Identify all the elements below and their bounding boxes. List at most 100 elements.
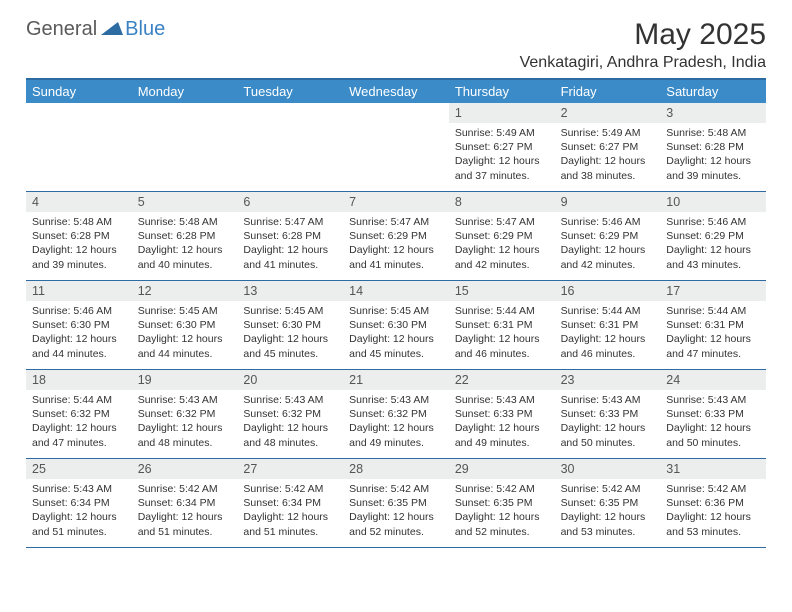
calendar-cell: 22Sunrise: 5:43 AMSunset: 6:33 PMDayligh… xyxy=(449,370,555,458)
weekday-label: Friday xyxy=(555,80,661,103)
calendar-cell: 6Sunrise: 5:47 AMSunset: 6:28 PMDaylight… xyxy=(237,192,343,280)
day-number: 12 xyxy=(132,281,238,301)
weekday-header: Sunday Monday Tuesday Wednesday Thursday… xyxy=(26,80,766,103)
weekday-label: Sunday xyxy=(26,80,132,103)
day-details: Sunrise: 5:42 AMSunset: 6:35 PMDaylight:… xyxy=(343,479,449,543)
day-number: 6 xyxy=(237,192,343,212)
title-block: May 2025 Venkatagiri, Andhra Pradesh, In… xyxy=(520,18,766,72)
day-details: Sunrise: 5:46 AMSunset: 6:29 PMDaylight:… xyxy=(555,212,661,276)
calendar-cell: 13Sunrise: 5:45 AMSunset: 6:30 PMDayligh… xyxy=(237,281,343,369)
weekday-label: Wednesday xyxy=(343,80,449,103)
day-details: Sunrise: 5:42 AMSunset: 6:34 PMDaylight:… xyxy=(132,479,238,543)
location-label: Venkatagiri, Andhra Pradesh, India xyxy=(520,54,766,72)
calendar-cell: 3Sunrise: 5:48 AMSunset: 6:28 PMDaylight… xyxy=(660,103,766,191)
day-details: Sunrise: 5:46 AMSunset: 6:29 PMDaylight:… xyxy=(660,212,766,276)
logo-word2: Blue xyxy=(125,18,165,41)
logo-triangle-icon xyxy=(101,19,123,40)
calendar-cell: 8Sunrise: 5:47 AMSunset: 6:29 PMDaylight… xyxy=(449,192,555,280)
calendar-cell: 5Sunrise: 5:48 AMSunset: 6:28 PMDaylight… xyxy=(132,192,238,280)
day-number: 30 xyxy=(555,459,661,479)
calendar-cell xyxy=(237,103,343,191)
day-details: Sunrise: 5:42 AMSunset: 6:35 PMDaylight:… xyxy=(449,479,555,543)
day-number: 21 xyxy=(343,370,449,390)
day-details: Sunrise: 5:45 AMSunset: 6:30 PMDaylight:… xyxy=(132,301,238,365)
calendar-cell: 23Sunrise: 5:43 AMSunset: 6:33 PMDayligh… xyxy=(555,370,661,458)
calendar-cell: 2Sunrise: 5:49 AMSunset: 6:27 PMDaylight… xyxy=(555,103,661,191)
day-details: Sunrise: 5:42 AMSunset: 6:36 PMDaylight:… xyxy=(660,479,766,543)
calendar-cell: 11Sunrise: 5:46 AMSunset: 6:30 PMDayligh… xyxy=(26,281,132,369)
page-title: May 2025 xyxy=(520,18,766,52)
day-number: 3 xyxy=(660,103,766,123)
calendar-week: 4Sunrise: 5:48 AMSunset: 6:28 PMDaylight… xyxy=(26,192,766,281)
day-number: 14 xyxy=(343,281,449,301)
calendar-cell: 30Sunrise: 5:42 AMSunset: 6:35 PMDayligh… xyxy=(555,459,661,547)
weekday-label: Tuesday xyxy=(237,80,343,103)
calendar-week: 25Sunrise: 5:43 AMSunset: 6:34 PMDayligh… xyxy=(26,459,766,548)
day-details: Sunrise: 5:47 AMSunset: 6:28 PMDaylight:… xyxy=(237,212,343,276)
calendar-cell: 24Sunrise: 5:43 AMSunset: 6:33 PMDayligh… xyxy=(660,370,766,458)
day-details: Sunrise: 5:44 AMSunset: 6:31 PMDaylight:… xyxy=(555,301,661,365)
day-number: 31 xyxy=(660,459,766,479)
calendar-cell: 25Sunrise: 5:43 AMSunset: 6:34 PMDayligh… xyxy=(26,459,132,547)
day-details: Sunrise: 5:44 AMSunset: 6:31 PMDaylight:… xyxy=(660,301,766,365)
day-details: Sunrise: 5:48 AMSunset: 6:28 PMDaylight:… xyxy=(132,212,238,276)
day-number: 2 xyxy=(555,103,661,123)
logo: General Blue xyxy=(26,18,165,41)
day-number: 19 xyxy=(132,370,238,390)
day-details: Sunrise: 5:43 AMSunset: 6:34 PMDaylight:… xyxy=(26,479,132,543)
calendar-cell: 16Sunrise: 5:44 AMSunset: 6:31 PMDayligh… xyxy=(555,281,661,369)
calendar-cell: 17Sunrise: 5:44 AMSunset: 6:31 PMDayligh… xyxy=(660,281,766,369)
day-number: 22 xyxy=(449,370,555,390)
day-number: 10 xyxy=(660,192,766,212)
logo-word1: General xyxy=(26,18,97,41)
day-details: Sunrise: 5:43 AMSunset: 6:32 PMDaylight:… xyxy=(237,390,343,454)
weekday-label: Saturday xyxy=(660,80,766,103)
calendar-cell: 4Sunrise: 5:48 AMSunset: 6:28 PMDaylight… xyxy=(26,192,132,280)
day-details: Sunrise: 5:48 AMSunset: 6:28 PMDaylight:… xyxy=(26,212,132,276)
calendar-cell: 15Sunrise: 5:44 AMSunset: 6:31 PMDayligh… xyxy=(449,281,555,369)
day-details: Sunrise: 5:44 AMSunset: 6:31 PMDaylight:… xyxy=(449,301,555,365)
day-number: 23 xyxy=(555,370,661,390)
day-details: Sunrise: 5:48 AMSunset: 6:28 PMDaylight:… xyxy=(660,123,766,187)
calendar-cell: 1Sunrise: 5:49 AMSunset: 6:27 PMDaylight… xyxy=(449,103,555,191)
calendar-cell: 10Sunrise: 5:46 AMSunset: 6:29 PMDayligh… xyxy=(660,192,766,280)
day-details: Sunrise: 5:42 AMSunset: 6:35 PMDaylight:… xyxy=(555,479,661,543)
calendar-week: 11Sunrise: 5:46 AMSunset: 6:30 PMDayligh… xyxy=(26,281,766,370)
calendar-cell: 27Sunrise: 5:42 AMSunset: 6:34 PMDayligh… xyxy=(237,459,343,547)
weekday-label: Monday xyxy=(132,80,238,103)
day-number: 8 xyxy=(449,192,555,212)
calendar: Sunday Monday Tuesday Wednesday Thursday… xyxy=(26,78,766,548)
day-number: 7 xyxy=(343,192,449,212)
calendar-cell: 7Sunrise: 5:47 AMSunset: 6:29 PMDaylight… xyxy=(343,192,449,280)
day-number: 18 xyxy=(26,370,132,390)
calendar-cell: 12Sunrise: 5:45 AMSunset: 6:30 PMDayligh… xyxy=(132,281,238,369)
day-number: 5 xyxy=(132,192,238,212)
day-number: 15 xyxy=(449,281,555,301)
day-details: Sunrise: 5:43 AMSunset: 6:33 PMDaylight:… xyxy=(660,390,766,454)
day-number: 27 xyxy=(237,459,343,479)
day-details: Sunrise: 5:43 AMSunset: 6:32 PMDaylight:… xyxy=(343,390,449,454)
day-details: Sunrise: 5:49 AMSunset: 6:27 PMDaylight:… xyxy=(555,123,661,187)
day-number: 1 xyxy=(449,103,555,123)
day-details: Sunrise: 5:46 AMSunset: 6:30 PMDaylight:… xyxy=(26,301,132,365)
day-details: Sunrise: 5:42 AMSunset: 6:34 PMDaylight:… xyxy=(237,479,343,543)
day-number: 4 xyxy=(26,192,132,212)
day-number: 28 xyxy=(343,459,449,479)
calendar-cell: 28Sunrise: 5:42 AMSunset: 6:35 PMDayligh… xyxy=(343,459,449,547)
day-details: Sunrise: 5:45 AMSunset: 6:30 PMDaylight:… xyxy=(237,301,343,365)
day-details: Sunrise: 5:43 AMSunset: 6:33 PMDaylight:… xyxy=(449,390,555,454)
day-number: 25 xyxy=(26,459,132,479)
day-number: 24 xyxy=(660,370,766,390)
weekday-label: Thursday xyxy=(449,80,555,103)
header: General Blue May 2025 Venkatagiri, Andhr… xyxy=(26,18,766,72)
day-details: Sunrise: 5:45 AMSunset: 6:30 PMDaylight:… xyxy=(343,301,449,365)
day-number: 16 xyxy=(555,281,661,301)
calendar-cell: 26Sunrise: 5:42 AMSunset: 6:34 PMDayligh… xyxy=(132,459,238,547)
calendar-cell: 19Sunrise: 5:43 AMSunset: 6:32 PMDayligh… xyxy=(132,370,238,458)
calendar-cell: 21Sunrise: 5:43 AMSunset: 6:32 PMDayligh… xyxy=(343,370,449,458)
calendar-cell xyxy=(132,103,238,191)
day-number: 17 xyxy=(660,281,766,301)
day-details: Sunrise: 5:44 AMSunset: 6:32 PMDaylight:… xyxy=(26,390,132,454)
day-number: 11 xyxy=(26,281,132,301)
day-number: 26 xyxy=(132,459,238,479)
